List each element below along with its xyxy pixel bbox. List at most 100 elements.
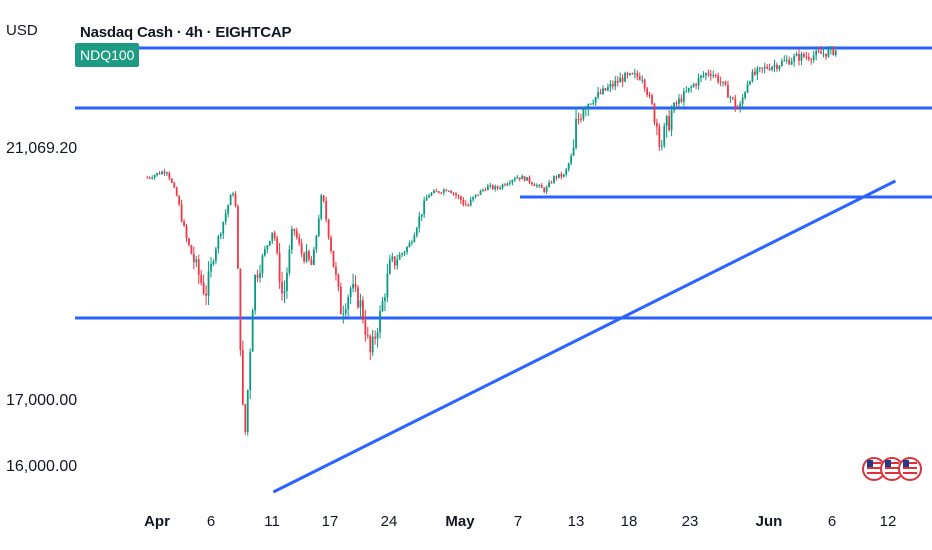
candle-body xyxy=(528,177,531,183)
candle-body xyxy=(798,53,800,61)
candle-body xyxy=(812,55,815,60)
candle-body xyxy=(337,274,340,287)
price-scale[interactable]: USD 21,069.20 01:48:05 21,139.82 20,599.… xyxy=(0,0,77,550)
candle-body xyxy=(651,95,653,104)
candle-body xyxy=(499,187,501,189)
candle-body xyxy=(467,205,470,207)
candle-body xyxy=(288,249,291,273)
candle-body xyxy=(200,274,203,283)
candle-body xyxy=(148,177,151,179)
candle-body xyxy=(219,233,222,237)
candle-body xyxy=(572,147,575,156)
candle-body xyxy=(381,301,384,312)
candle-body xyxy=(700,75,702,78)
candle-body xyxy=(273,232,276,239)
candle-body xyxy=(709,74,712,76)
candle-body xyxy=(332,250,335,268)
candle-body xyxy=(810,59,813,61)
candle-body xyxy=(511,180,514,183)
x-tick-label: 18 xyxy=(620,513,638,530)
candle-body xyxy=(697,77,700,86)
candle-body xyxy=(305,251,308,262)
candle-body xyxy=(308,251,310,260)
candle-body xyxy=(315,235,318,250)
candle-body xyxy=(832,47,835,55)
candle-body xyxy=(161,171,163,175)
candle-body xyxy=(489,185,492,187)
candle-body xyxy=(741,97,744,104)
candle-body xyxy=(354,284,357,288)
candle-body xyxy=(624,73,626,82)
candle-body xyxy=(604,88,607,91)
candle-body xyxy=(420,214,423,217)
candle-body xyxy=(281,281,283,294)
candle-body xyxy=(614,80,617,87)
candle-body xyxy=(678,98,680,104)
candle-body xyxy=(766,66,769,69)
candle-body xyxy=(266,245,269,249)
candle-body xyxy=(631,73,634,75)
candle-body xyxy=(413,235,416,243)
candle-body xyxy=(418,216,421,229)
candle-body xyxy=(731,97,734,99)
candle-body xyxy=(261,255,264,273)
candle-body xyxy=(778,65,781,69)
candle-body xyxy=(450,190,452,194)
candle-body xyxy=(692,84,695,87)
candle-body xyxy=(168,172,171,179)
candle-body xyxy=(362,300,364,321)
x-tick-label: 11 xyxy=(264,513,280,530)
candle-body xyxy=(339,286,342,315)
candle-body xyxy=(188,238,190,246)
candle-body xyxy=(202,282,205,294)
candle-body xyxy=(675,102,678,104)
candle-body xyxy=(435,190,438,192)
candle-body xyxy=(521,176,524,180)
candle-body xyxy=(437,191,440,193)
candle-body xyxy=(754,71,756,75)
candle-body xyxy=(227,205,230,214)
candle-body xyxy=(643,79,646,89)
candle-body xyxy=(166,172,168,174)
candle-body xyxy=(398,254,401,260)
candle-body xyxy=(567,163,570,170)
candle-body xyxy=(462,200,465,205)
candle-body xyxy=(707,73,710,75)
candle-body xyxy=(276,238,279,253)
candle-body xyxy=(783,60,786,62)
candle-body xyxy=(237,206,239,269)
candle-body xyxy=(751,71,754,82)
candle-body xyxy=(540,184,543,188)
candle-body xyxy=(239,268,242,350)
candle-body xyxy=(335,267,337,275)
candle-body xyxy=(494,186,497,190)
candle-body xyxy=(621,77,624,82)
candle-body xyxy=(820,51,822,54)
candle-body xyxy=(607,87,609,91)
candle-body xyxy=(673,102,675,111)
countdown-tag: 01:48:05 xyxy=(5,72,68,89)
candle-body xyxy=(577,118,580,120)
x-tick-label: 17 xyxy=(321,513,339,530)
candle-body xyxy=(259,272,261,278)
candle-body xyxy=(290,228,293,250)
candle-body xyxy=(768,68,771,70)
candle-body xyxy=(195,259,198,263)
candle-body xyxy=(722,81,724,83)
candle-body xyxy=(822,53,825,55)
flag-logo-icon xyxy=(862,457,922,481)
candle-body xyxy=(310,259,313,265)
candle-body xyxy=(533,184,536,187)
candle-body xyxy=(815,50,818,56)
candle-body xyxy=(283,291,286,294)
candle-body xyxy=(491,185,494,190)
candle-body xyxy=(303,253,305,262)
candle-body xyxy=(509,182,511,184)
candle-body xyxy=(428,195,430,198)
candle-body xyxy=(548,182,550,187)
candle-body xyxy=(403,251,406,254)
candle-body xyxy=(190,245,193,254)
candle-body xyxy=(455,193,457,196)
candle-body xyxy=(232,193,234,195)
